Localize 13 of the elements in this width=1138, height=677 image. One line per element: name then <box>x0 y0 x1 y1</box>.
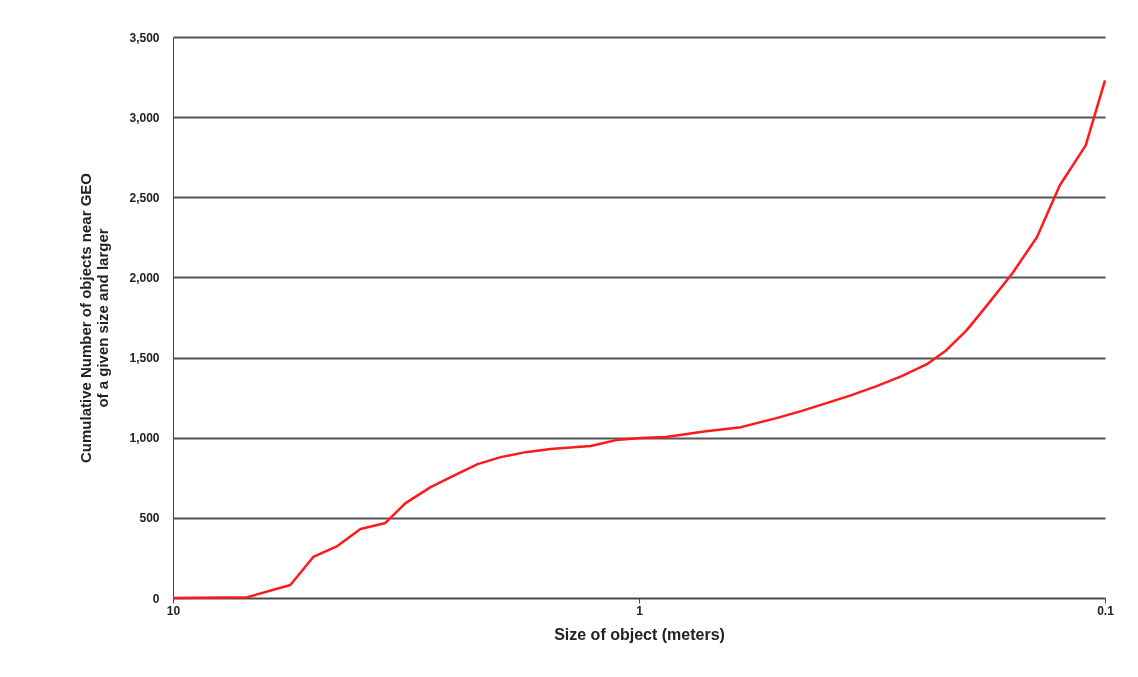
x-axis-title: Size of object (meters) <box>554 625 725 643</box>
y-tick-label: 1,000 <box>129 431 160 446</box>
y-tick-label: 2,500 <box>129 190 160 205</box>
y-tick-label: 0 <box>152 591 160 606</box>
x-tick-label: 0.1 <box>1097 603 1115 618</box>
y-tick-label: 1,500 <box>129 351 160 366</box>
y-tick-label: 3,500 <box>129 30 160 45</box>
y-tick-label: 2,000 <box>129 270 160 285</box>
y-tick-label: 500 <box>139 511 160 526</box>
y-axis-title: Cumulative Number of objects near GEO of a given size and larger <box>77 172 112 464</box>
x-tick-label: 1 <box>636 603 644 618</box>
x-tick-label: 10 <box>166 603 181 618</box>
y-tick-label: 3,000 <box>129 110 160 125</box>
